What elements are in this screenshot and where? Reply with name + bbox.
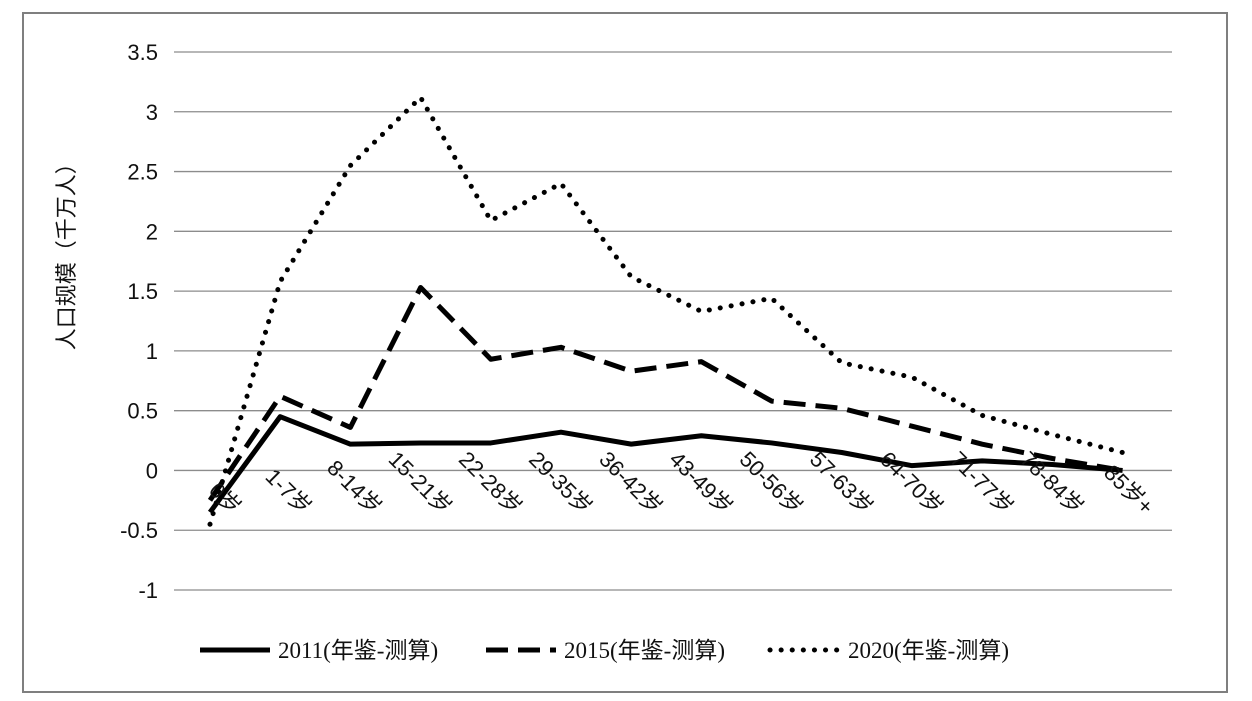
chart-frame: -1 -0.5 0 0.5 1 1.5 2 2.5 3 3.5 人口规模（千万人） 0岁 1-7岁 8… bbox=[22, 12, 1228, 693]
x-tick-label: 1-7岁 bbox=[261, 464, 317, 520]
x-tick-label: 36-42岁 bbox=[594, 447, 667, 520]
x-axis-ticks: 0岁 1-7岁 8-14岁15-21岁22-28岁29-35岁36-42岁43-49… bbox=[204, 447, 1158, 520]
legend-label: 2015(年鉴-测算) bbox=[564, 638, 725, 663]
x-tick-label: 15-21岁 bbox=[384, 447, 457, 520]
y-tick-label: -1 bbox=[138, 578, 158, 603]
x-tick-label: 43-49岁 bbox=[665, 447, 738, 520]
x-tick-label: 8-14岁 bbox=[322, 455, 386, 519]
y-tick-label: 0 bbox=[146, 458, 158, 483]
series-lines bbox=[207, 94, 1126, 527]
x-tick-label: 64-70岁 bbox=[875, 447, 948, 520]
y-tick-label: 2 bbox=[146, 219, 158, 244]
legend: 2011(年鉴-测算) 2015(年鉴-测算) 2020(年鉴-测算) bbox=[200, 638, 1009, 663]
x-tick-label: 29-35岁 bbox=[524, 447, 597, 520]
y-tick-label: 1.5 bbox=[127, 279, 158, 304]
y-tick-label: -0.5 bbox=[120, 518, 158, 543]
x-tick-label: 0岁 bbox=[204, 478, 246, 520]
x-tick-label: 85岁+ bbox=[1099, 460, 1159, 520]
y-tick-label: 3.5 bbox=[127, 40, 158, 65]
y-tick-label: 1 bbox=[146, 339, 158, 364]
series-line-2015 bbox=[207, 285, 1124, 502]
y-tick-label: 0.5 bbox=[127, 399, 158, 424]
y-axis-label: 人口规模（千万人） bbox=[54, 152, 79, 350]
y-axis-ticks: -1 -0.5 0 0.5 1 1.5 2 2.5 3 3.5 bbox=[120, 40, 158, 603]
legend-label: 2011(年鉴-测算) bbox=[278, 638, 438, 663]
x-tick-label: 22-28岁 bbox=[454, 447, 527, 520]
line-chart: -1-0.500.511.522.533.5 人口规模（千万人） 0岁 1-7岁 8… bbox=[54, 40, 1172, 663]
legend-label: 2020(年鉴-测算) bbox=[848, 638, 1009, 663]
gridlines bbox=[174, 51, 1172, 591]
x-tick-label: 71-77岁 bbox=[945, 447, 1018, 520]
y-tick-label: 3 bbox=[146, 100, 158, 125]
x-tick-label: 50-56岁 bbox=[735, 447, 808, 520]
series-line-2011 bbox=[207, 414, 1123, 514]
y-tick-label: 2.5 bbox=[127, 160, 158, 185]
